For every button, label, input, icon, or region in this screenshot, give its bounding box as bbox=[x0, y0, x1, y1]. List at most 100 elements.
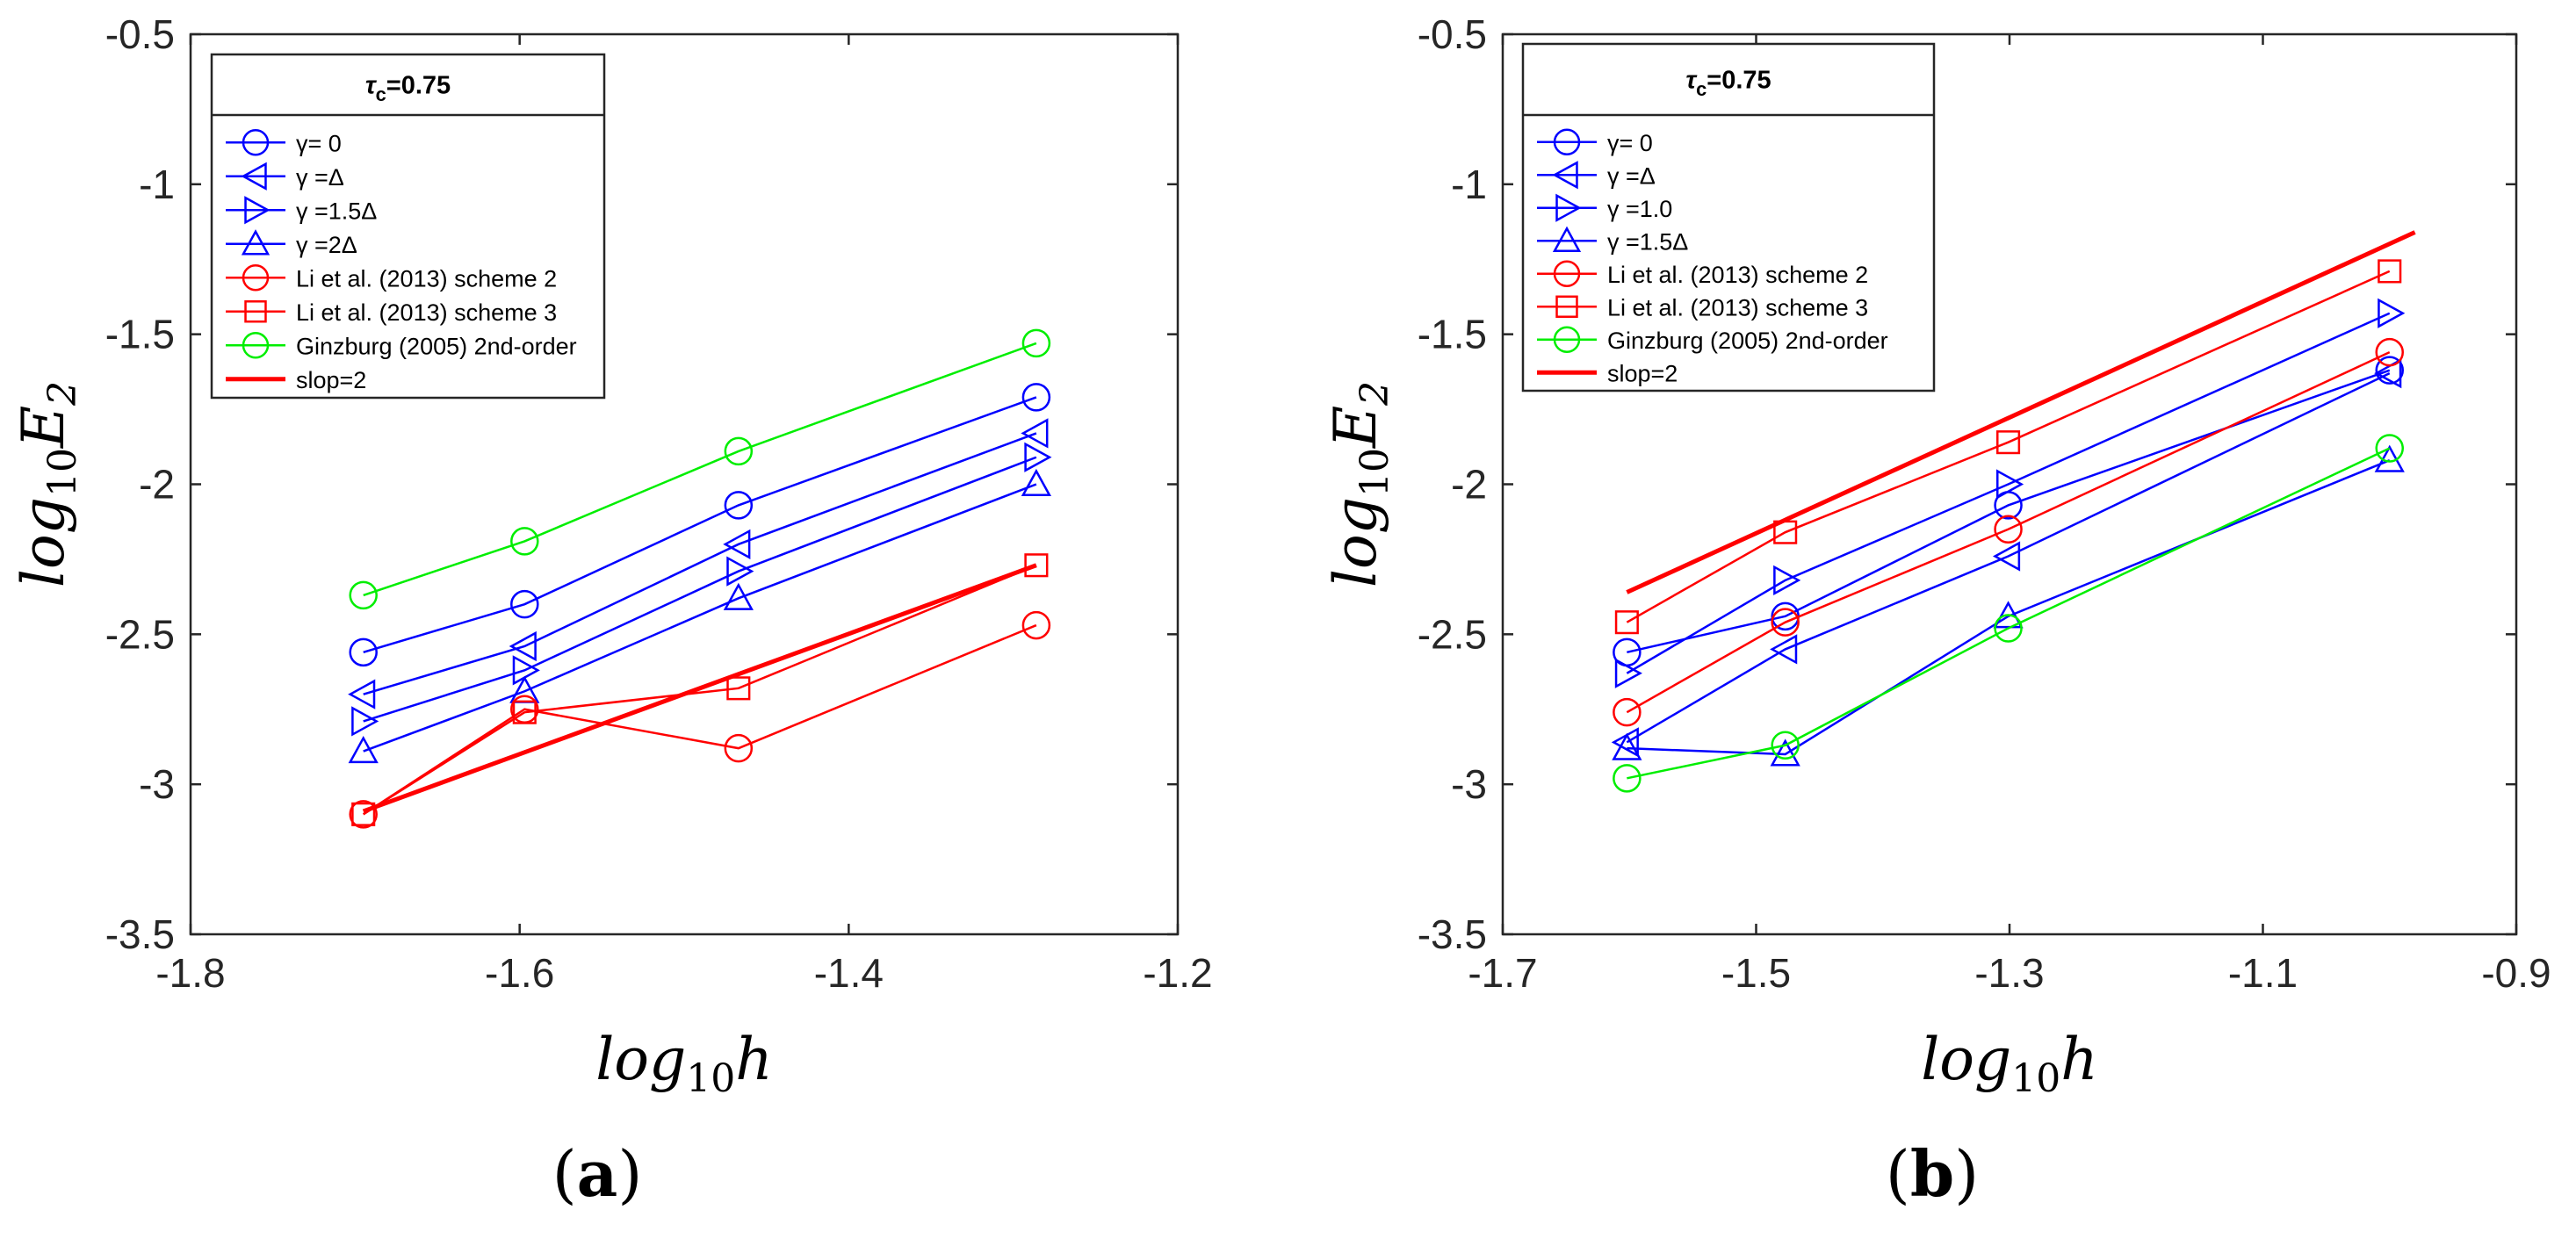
legend-swatch-circle bbox=[242, 264, 270, 292]
data-point-triangle-right bbox=[351, 706, 379, 737]
series-line bbox=[1626, 371, 2391, 744]
series-line bbox=[1626, 312, 2391, 674]
series-5 bbox=[351, 553, 1049, 826]
data-point-triangle-left bbox=[1021, 418, 1049, 449]
data-point-triangle-up bbox=[723, 582, 754, 610]
series-line bbox=[363, 456, 1037, 723]
y-tick-label: -2.5 bbox=[1418, 611, 1487, 657]
x-tick-label: -1.8 bbox=[155, 950, 225, 996]
series-7 bbox=[1626, 230, 2416, 594]
x-axis-label: log10h bbox=[595, 1026, 773, 1101]
legend-entry-label: Li et al. (2013) scheme 3 bbox=[296, 299, 557, 326]
series-6 bbox=[1613, 434, 2404, 793]
legend-entry-label: Li et al. (2013) scheme 2 bbox=[1607, 262, 1868, 288]
series-0 bbox=[1613, 356, 2404, 667]
data-point-square bbox=[1614, 610, 1639, 635]
x-axis-label: log10h bbox=[1921, 1026, 2098, 1101]
y-tick-label: -2 bbox=[1451, 462, 1487, 508]
series-line bbox=[1626, 270, 2391, 623]
data-point-circle bbox=[1021, 610, 1051, 640]
series-1 bbox=[1611, 357, 2402, 758]
data-point-circle bbox=[1613, 697, 1642, 727]
series-line bbox=[363, 623, 1037, 816]
series-4 bbox=[349, 610, 1051, 829]
legend-title: τc=0.75 bbox=[365, 72, 451, 106]
legend: τc=0.75 γ= 0 γ =Δ γ =1.0 γ =1.5Δ Li et al. (2… bbox=[1521, 42, 1936, 393]
legend-swatch-triangle-left bbox=[241, 162, 267, 191]
data-point-circle bbox=[1994, 515, 2023, 544]
series-line bbox=[1626, 351, 2391, 714]
data-point-triangle-right bbox=[1773, 565, 1801, 595]
data-point-circle bbox=[510, 589, 539, 619]
legend-swatch-circle bbox=[1553, 326, 1581, 353]
data-point-square bbox=[1024, 553, 1049, 578]
x-tick-label: -0.9 bbox=[2481, 950, 2551, 996]
panel-label: (b) bbox=[1886, 1136, 1980, 1211]
data-point-triangle-up bbox=[1770, 738, 1800, 767]
data-point-triangle-right bbox=[512, 655, 540, 686]
legend-entry-label: γ =2Δ bbox=[296, 232, 357, 258]
x-tick-label: -1.6 bbox=[485, 950, 554, 996]
series-7 bbox=[362, 563, 1037, 814]
legend-entry-label: γ =1.5Δ bbox=[296, 198, 377, 224]
legend-entry-label: γ =Δ bbox=[296, 164, 344, 191]
x-tick-label: -1.7 bbox=[1468, 950, 1537, 996]
data-point-circle bbox=[1021, 383, 1051, 412]
data-point-triangle-left bbox=[509, 630, 537, 662]
x-tick-label: -1.2 bbox=[1143, 950, 1212, 996]
y-tick-label: -0.5 bbox=[1418, 11, 1487, 57]
panel-label: (a) bbox=[552, 1136, 643, 1211]
series-line bbox=[363, 432, 1037, 695]
legend-entry-label: γ =1.5Δ bbox=[1607, 228, 1688, 255]
data-point-square bbox=[512, 700, 537, 724]
slope-reference-line bbox=[1626, 230, 2416, 594]
legend-swatch-circle bbox=[242, 129, 270, 156]
y-tick-label: -1.5 bbox=[105, 312, 175, 357]
data-point-triangle-left bbox=[2374, 357, 2402, 389]
legend-entry-label: γ= 0 bbox=[296, 130, 342, 156]
series-6 bbox=[349, 328, 1051, 610]
data-point-triangle-up bbox=[1021, 468, 1052, 497]
legend-swatch-triangle-up bbox=[1552, 226, 1582, 252]
y-tick-label: -3.5 bbox=[105, 911, 175, 957]
data-point-square bbox=[1996, 430, 2021, 455]
slope-reference-line bbox=[362, 563, 1037, 814]
x-tick-label: -1.3 bbox=[1974, 950, 2044, 996]
data-point-triangle-left bbox=[348, 679, 376, 709]
series-line bbox=[363, 483, 1037, 753]
data-point-triangle-right bbox=[2378, 298, 2406, 328]
y-tick-label: -1 bbox=[1451, 162, 1487, 207]
x-tick-label: -1.4 bbox=[814, 950, 884, 996]
legend-entry-label: slop=2 bbox=[1607, 360, 1678, 386]
data-point-square bbox=[351, 802, 376, 826]
legend-swatch-triangle-right bbox=[244, 196, 271, 225]
legend-swatch-square bbox=[244, 300, 267, 323]
series-3 bbox=[1612, 444, 2405, 767]
legend-entry-label: Li et al. (2013) scheme 2 bbox=[296, 265, 557, 292]
y-axis-label: log10E2 bbox=[10, 381, 85, 587]
legend-swatch-triangle-right bbox=[1555, 193, 1582, 222]
y-tick-label: -2.5 bbox=[105, 611, 175, 657]
y-tick-label: -1 bbox=[139, 162, 175, 207]
series-4 bbox=[1613, 337, 2404, 727]
series-line bbox=[363, 564, 1037, 816]
data-point-circle bbox=[1771, 608, 1800, 637]
series-line bbox=[1627, 447, 2391, 780]
legend-swatch-circle bbox=[1553, 260, 1581, 287]
legend-entry-label: slop=2 bbox=[296, 367, 366, 393]
x-tick-label: -1.1 bbox=[2228, 950, 2298, 996]
legend-swatch-circle bbox=[242, 332, 270, 359]
data-point-triangle-right bbox=[726, 556, 754, 587]
data-point-circle bbox=[2375, 434, 2404, 463]
data-point-circle bbox=[2375, 337, 2404, 367]
legend-entry-label: Ginzburg (2005) 2nd-order bbox=[296, 333, 577, 359]
data-point-circle bbox=[1771, 731, 1800, 760]
series-line bbox=[363, 342, 1037, 597]
legend-swatch-circle bbox=[1553, 128, 1581, 155]
data-point-circle bbox=[1021, 328, 1051, 358]
data-point-circle bbox=[349, 637, 378, 667]
series-5 bbox=[1614, 259, 2402, 635]
series-2 bbox=[351, 442, 1052, 737]
series-line bbox=[1627, 369, 2391, 654]
